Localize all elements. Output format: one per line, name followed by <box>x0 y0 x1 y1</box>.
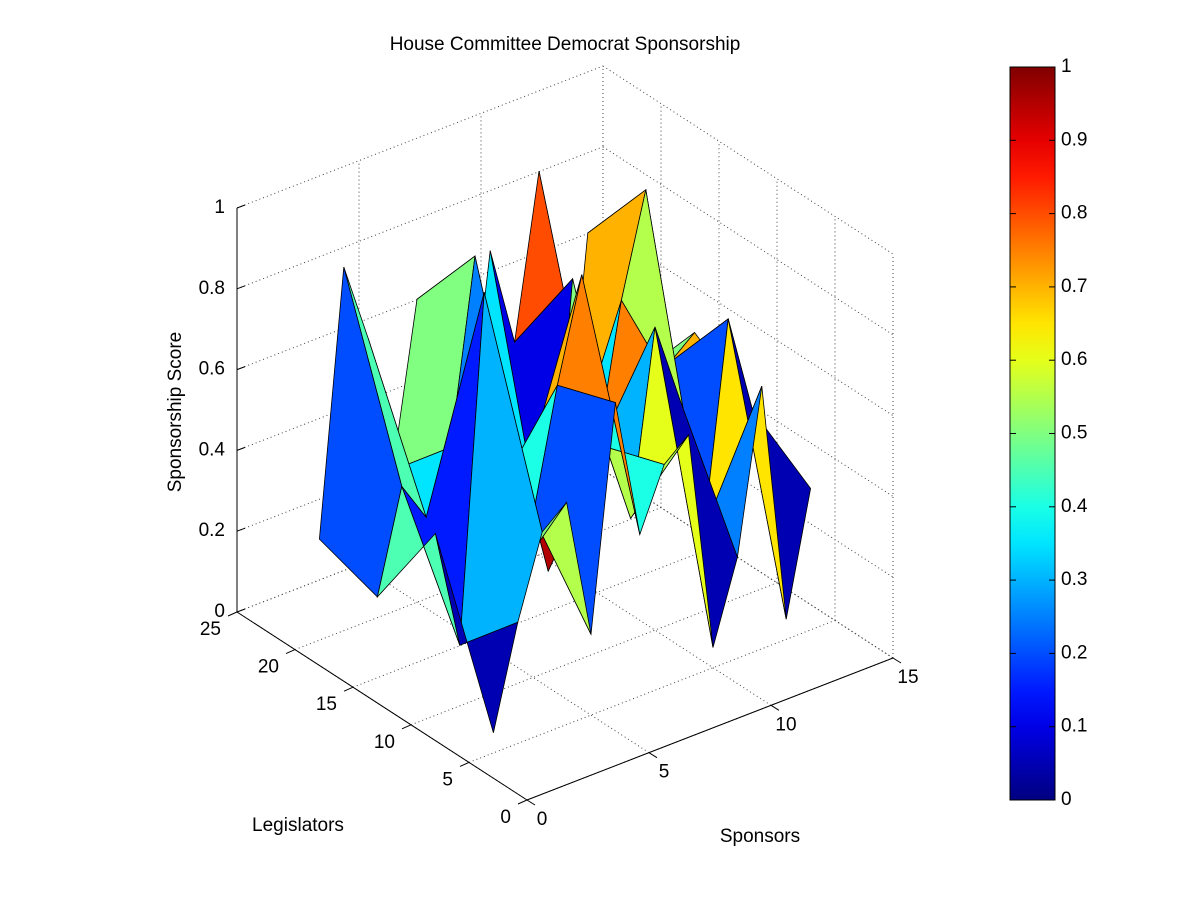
z-tick-label: 0.8 <box>199 278 225 299</box>
z-tick <box>236 446 246 451</box>
colorbar-tick-label: 0.1 <box>1061 716 1087 737</box>
z-tick-label: 1 <box>214 197 225 218</box>
z-tick <box>236 527 246 532</box>
chart-title: House Committee Democrat Sponsorship <box>390 34 741 55</box>
z-tick <box>236 608 246 613</box>
x-axis-label: Sponsors <box>720 826 800 847</box>
grid-line <box>236 65 604 209</box>
grid-line <box>352 544 720 688</box>
z-axis-label: Sponsorship Score <box>165 332 186 493</box>
colorbar-tick-label: 1 <box>1061 56 1072 77</box>
z-tick <box>236 285 246 290</box>
x-tick <box>526 799 536 806</box>
y-tick-label: 25 <box>200 619 221 640</box>
y-tick-label: 20 <box>258 657 279 678</box>
colorbar-tick-label: 0.7 <box>1061 276 1087 297</box>
x-tick-label: 15 <box>897 667 918 688</box>
y-tick <box>517 799 528 805</box>
y-tick-label: 10 <box>374 732 395 753</box>
z-tick <box>236 204 246 209</box>
grid-line <box>236 146 604 290</box>
z-tick-label: 0.2 <box>199 520 225 541</box>
colorbar-tick-label: 0.8 <box>1061 203 1087 224</box>
colorbar-tick-label: 0.6 <box>1061 349 1087 370</box>
x-tick <box>892 657 902 664</box>
grid-line <box>602 227 894 417</box>
grid-line <box>410 582 778 726</box>
colorbar-tick-label: 0.5 <box>1061 423 1087 444</box>
surface-face <box>435 533 519 733</box>
y-tick-label: 5 <box>442 769 453 790</box>
grid-line <box>602 146 894 336</box>
x-axis <box>526 657 894 801</box>
y-tick <box>227 611 238 617</box>
x-tick-label: 0 <box>537 809 548 830</box>
y-axis-label: Legislators <box>252 815 344 836</box>
z-tick-label: 0 <box>214 601 225 622</box>
colorbar <box>1009 66 1056 801</box>
y-tick-label: 15 <box>316 694 337 715</box>
x-tick <box>648 752 658 759</box>
x-tick-label: 5 <box>659 762 670 783</box>
x-tick-label: 10 <box>775 714 796 735</box>
colorbar-tick-label: 0 <box>1061 789 1072 810</box>
z-tick <box>236 366 246 371</box>
y-axis <box>236 611 528 801</box>
colorbar-tick-label: 0.3 <box>1061 569 1087 590</box>
colorbar-tick-label: 0.2 <box>1061 642 1087 663</box>
colorbar-tick-label: 0.4 <box>1061 496 1088 517</box>
grid-line <box>602 65 894 255</box>
y-tick <box>343 686 354 692</box>
y-tick <box>459 761 470 767</box>
y-tick <box>401 724 412 730</box>
z-tick-label: 0.4 <box>199 439 226 460</box>
colorbar-tick-label: 0.9 <box>1061 129 1087 150</box>
y-tick <box>285 649 296 655</box>
y-tick-label: 0 <box>500 807 511 828</box>
x-tick <box>770 704 780 711</box>
z-tick-label: 0.6 <box>199 359 225 380</box>
grid-line <box>468 619 836 763</box>
